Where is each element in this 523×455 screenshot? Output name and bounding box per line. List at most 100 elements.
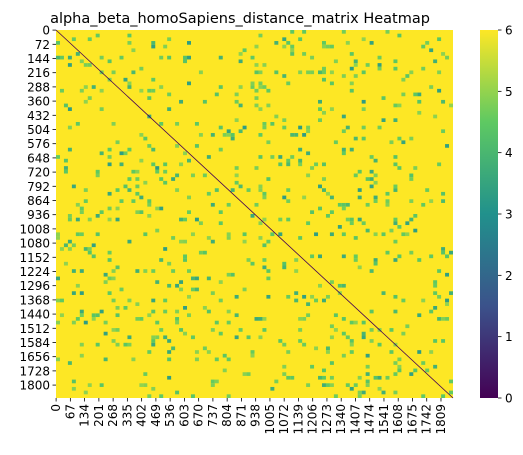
- heatmap-cell: [123, 184, 128, 189]
- heatmap-cell: [238, 52, 243, 56]
- heatmap-cell: [127, 335, 132, 340]
- heatmap-cell: [302, 133, 307, 137]
- heatmap-cell: [83, 85, 88, 89]
- heatmap-cell: [155, 166, 160, 170]
- heatmap-cell: [190, 232, 195, 237]
- heatmap-cell: [270, 122, 275, 126]
- x-axis-ticks: 0 67 134 201 268 335 402 469 536 603 670 737 804 871 9…: [49, 398, 448, 435]
- heatmap-cell: [409, 250, 414, 255]
- heatmap-cell: [67, 55, 72, 60]
- heatmap-cell: [198, 250, 203, 255]
- heatmap-cell: [365, 63, 370, 67]
- heatmap-cell: [429, 350, 434, 354]
- heatmap-cell: [441, 339, 446, 343]
- heatmap-cell: [449, 291, 453, 295]
- heatmap-diagonal: [55, 29, 454, 399]
- heatmap-cell: [167, 107, 172, 111]
- heatmap-cell: [131, 48, 136, 53]
- heatmap-cell: [139, 88, 144, 93]
- heatmap-cell: [238, 59, 243, 64]
- heatmap-cell: [274, 379, 279, 384]
- heatmap-cell: [95, 232, 100, 237]
- heatmap-cell: [254, 44, 259, 49]
- heatmap-cell: [250, 214, 255, 218]
- heatmap-cell: [179, 217, 184, 222]
- heatmap-cell: [341, 151, 346, 156]
- x-tick-label: 134: [78, 404, 92, 427]
- y-tick-label: 1800: [19, 379, 50, 393]
- heatmap-cell: [103, 331, 108, 336]
- heatmap-cell: [325, 214, 330, 218]
- heatmap-cell: [417, 350, 422, 354]
- heatmap-cell: [294, 298, 299, 303]
- heatmap-cell: [349, 147, 354, 152]
- heatmap-cell: [290, 155, 295, 159]
- heatmap-cell: [333, 313, 338, 318]
- heatmap-cell: [194, 217, 199, 222]
- heatmap-cell: [246, 188, 251, 192]
- heatmap-cell: [433, 339, 438, 343]
- heatmap-cell: [421, 394, 426, 398]
- y-tick-label: 1728: [19, 364, 50, 378]
- heatmap-cell: [449, 103, 453, 108]
- heatmap-cell: [115, 313, 120, 318]
- heatmap-cell: [71, 37, 76, 42]
- heatmap-cell: [183, 239, 188, 244]
- heatmap-cell: [306, 383, 311, 387]
- heatmap-cell: [56, 55, 60, 60]
- heatmap-cell: [389, 328, 394, 332]
- heatmap-cell: [369, 269, 374, 273]
- heatmap-cell: [318, 254, 322, 259]
- heatmap-cell: [413, 228, 418, 233]
- heatmap-cell: [290, 375, 295, 380]
- heatmap-cell: [329, 107, 334, 111]
- heatmap-cell: [433, 59, 438, 64]
- heatmap-cell: [119, 162, 124, 167]
- heatmap-cell: [401, 331, 406, 336]
- heatmap-cell: [187, 195, 191, 200]
- heatmap-cell: [393, 162, 398, 167]
- heatmap-cell: [393, 66, 398, 71]
- heatmap-cell: [393, 118, 398, 122]
- heatmap-cell: [115, 206, 120, 211]
- heatmap-cell: [385, 250, 390, 255]
- heatmap-cell: [75, 283, 80, 288]
- heatmap-cell: [111, 70, 116, 75]
- heatmap-cell: [373, 158, 378, 163]
- heatmap-cell: [341, 30, 346, 34]
- heatmap-cell: [349, 342, 354, 347]
- heatmap-cell: [91, 254, 96, 259]
- heatmap-cell: [318, 70, 322, 75]
- heatmap-cell: [115, 306, 120, 310]
- heatmap-cell: [345, 383, 350, 387]
- heatmap-cell: [266, 294, 271, 299]
- heatmap-cell: [79, 353, 84, 358]
- heatmap-cell: [163, 335, 168, 340]
- heatmap-cell: [373, 195, 378, 200]
- heatmap-cell: [56, 41, 60, 45]
- heatmap-cell: [187, 158, 191, 163]
- heatmap-cell: [298, 125, 303, 130]
- heatmap-cell: [314, 162, 319, 167]
- heatmap-cell: [167, 92, 172, 97]
- heatmap-cell: [286, 41, 291, 45]
- heatmap-cell: [99, 383, 104, 387]
- heatmap-cell: [274, 114, 279, 119]
- heatmap-cell: [230, 188, 235, 192]
- y-tick-label: 1512: [19, 322, 50, 336]
- heatmap-cell: [361, 221, 366, 226]
- heatmap-cell: [282, 364, 287, 369]
- heatmap-cell: [258, 81, 263, 86]
- heatmap-cell: [377, 125, 382, 130]
- heatmap-cell: [95, 169, 100, 174]
- x-tick-label: 1340: [334, 404, 348, 435]
- heatmap-cell: [198, 70, 203, 75]
- heatmap-cell: [202, 99, 207, 104]
- heatmap-cell: [183, 254, 188, 259]
- x-tick-label: 938: [249, 404, 263, 427]
- heatmap-cell: [75, 122, 80, 126]
- heatmap-cell: [318, 206, 322, 211]
- heatmap-cell: [405, 74, 410, 78]
- heatmap-cell: [405, 232, 410, 237]
- heatmap-cell: [413, 166, 418, 170]
